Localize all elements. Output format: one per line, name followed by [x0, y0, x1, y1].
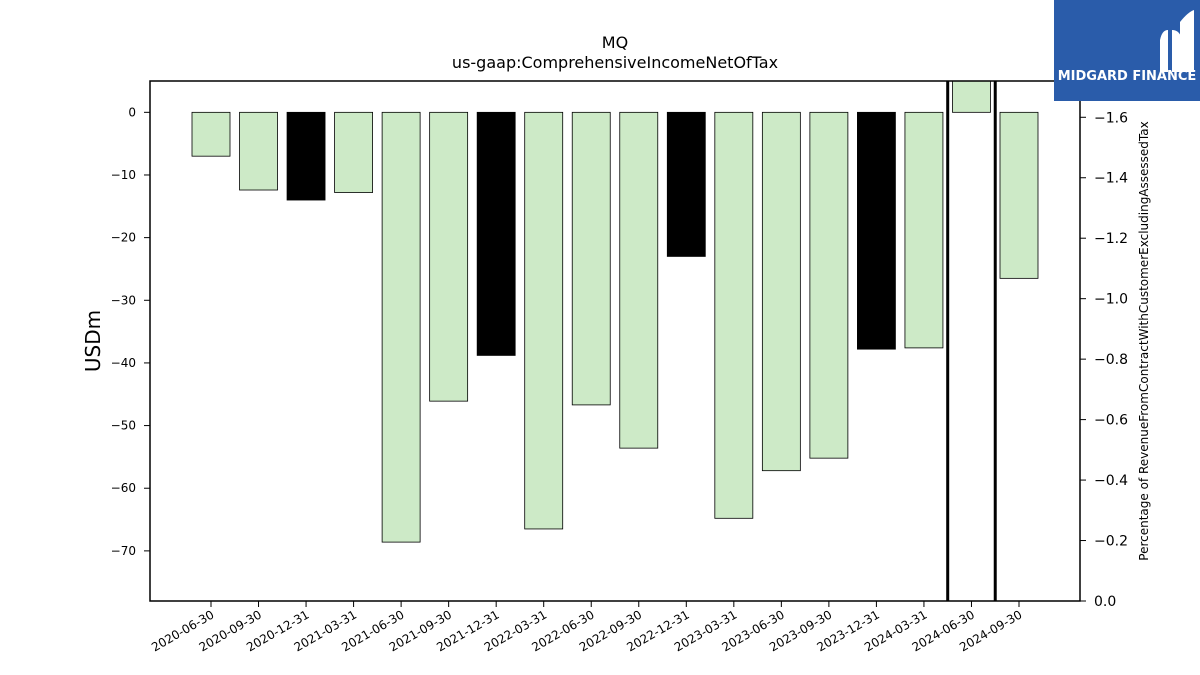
y2-tick-label: −1.6 [1094, 110, 1128, 126]
y2-axis: −1.6 −1.4 −1.2 −1.0 −0.8 −0.6 −0.4 −0.2 0.0 [1080, 110, 1128, 610]
bar-2023-03-31 [714, 111, 754, 519]
y2-tick-label: −0.8 [1094, 352, 1128, 368]
y2-tick-label: −1.2 [1094, 231, 1128, 247]
bar-2021-09-30 [429, 111, 469, 402]
reference-lines [946, 81, 997, 601]
bar-2021-12-31 [476, 111, 516, 356]
y-tick-label: 0 [128, 105, 136, 119]
x-axis: 2020-06-302020-09-302020-12-312021-03-31… [149, 601, 1025, 654]
bar-2020-06-30 [191, 111, 231, 157]
bar-2022-12-31 [666, 111, 706, 257]
bar-2022-09-30 [619, 111, 659, 449]
logo-text: MIDGARD FINANCE [1057, 69, 1197, 84]
bar-2020-09-30 [239, 111, 278, 191]
y-tick-label: −20 [111, 231, 136, 245]
y-tick-label: −50 [111, 419, 136, 433]
chart-subtitle: us-gaap:ComprehensiveIncomeNetOfTax [452, 53, 778, 72]
y2-tick-label: −0.2 [1094, 534, 1128, 550]
y2-axis-label: Percentage of RevenueFromContractWithCus… [1137, 121, 1151, 560]
y-axis-label: USDm [81, 310, 105, 372]
bar-2024-09-30 [999, 111, 1039, 279]
y-tick-label: −40 [111, 356, 136, 370]
y2-tick-label: −1.4 [1094, 171, 1128, 187]
y2-tick-label: −1.0 [1094, 292, 1128, 308]
bar-2023-12-31 [857, 111, 896, 350]
y-tick-label: −60 [111, 481, 136, 495]
y2-tick-label: 0.0 [1094, 594, 1116, 610]
y-axis: 0 −10 −20 −30 −40 −50 −60 −70 [111, 105, 150, 558]
y2-tick-label: −0.4 [1094, 473, 1128, 489]
bar-2022-03-31 [524, 111, 564, 530]
y-tick-label: −30 [111, 293, 136, 307]
plot-frame [149, 80, 1081, 602]
chart-title: MQ [602, 33, 628, 52]
bar-2020-12-31 [286, 111, 326, 201]
bar-2023-06-30 [761, 111, 801, 472]
bar-2021-06-30 [381, 111, 421, 543]
y-tick-label: −70 [111, 544, 136, 558]
bar-2023-09-30 [809, 111, 849, 459]
bar-2021-03-31 [334, 111, 373, 193]
bar-2022-06-30 [571, 111, 611, 406]
logo-mark-icon [1160, 10, 1194, 72]
y-tick-label: −10 [111, 168, 136, 182]
bar-2024-06-30 [952, 80, 991, 113]
bars [191, 80, 1039, 543]
bar-2024-03-31 [904, 111, 944, 349]
y2-tick-label: −0.6 [1094, 413, 1128, 429]
midgard-finance-logo: MIDGARD FINANCE [1054, 0, 1200, 101]
